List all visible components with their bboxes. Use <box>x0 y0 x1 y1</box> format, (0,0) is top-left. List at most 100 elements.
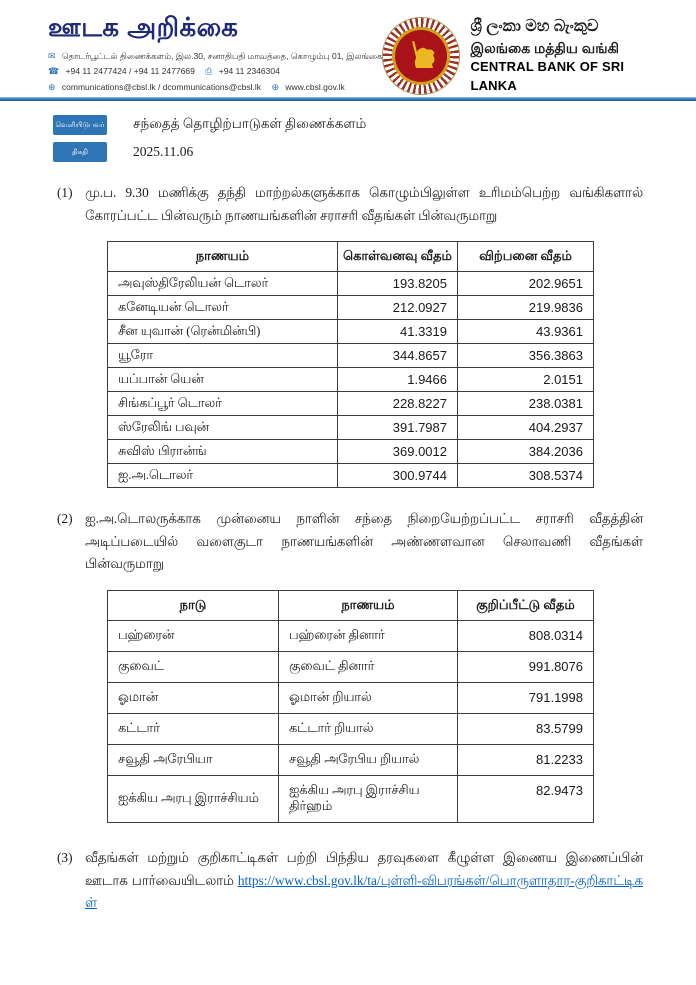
table-cell: ஐக்கிய அரபு இராச்சியம் <box>107 774 279 823</box>
contact-emails: communications@cbsl.lk / dcommunications… <box>61 82 262 93</box>
table-cell: குவைட் தினார் <box>278 650 458 683</box>
table-row: பஹ்ரைன் பஹ்ரைன் தினார் 808.0314 <box>107 619 594 652</box>
table-cell: ஓமான் <box>107 681 279 714</box>
table-row: சிங்கப்பூர் டொலர் 228.8227 238.0381 <box>107 391 594 417</box>
paragraph-1-number: (1) <box>57 185 73 200</box>
table-cell: 238.0381 <box>457 391 594 417</box>
table-cell: 369.0012 <box>337 439 458 465</box>
column-header: குறிப்பீட்டு வீதம் <box>457 589 594 621</box>
buy-sell-rates-table: நாணயம் கொள்வனவு வீதம் விற்பனை வீதம் அவுஸ்தி… <box>107 241 594 489</box>
table-cell: ஓமான் றியால் <box>278 681 458 714</box>
table-cell: 212.0927 <box>337 295 458 321</box>
column-header: நாடு <box>107 589 279 621</box>
bank-name-sinhala: ශ්‍රී ලංකා මහ බැංකුව <box>470 18 599 35</box>
table-row: குவைட் குவைட் தினார் 991.8076 <box>107 650 594 683</box>
table-cell: யப்பான் யென் <box>107 367 338 393</box>
table-row: சுவிஸ் பிரான்ங் 369.0012 384.2036 <box>107 439 594 465</box>
paragraph-3: (3) வீதங்கள் மற்றும் குறிகாட்டிகள் பற்றி… <box>57 847 643 915</box>
lion-icon <box>412 40 435 68</box>
paragraph-3-text: வீதங்கள் மற்றும் குறிகாட்டிகள் பற்றி பிந… <box>85 847 643 915</box>
table-row: ஓமான் ஓமான் றியால் 791.1998 <box>107 681 594 714</box>
table-row: ஸ்ரேலிங் பவுன் 391.7987 404.2937 <box>107 415 594 441</box>
bank-name-tamil: இலங்கை மத்திய வங்கி <box>470 40 619 57</box>
table-row: ஐ.அ.டொலர் 300.9744 308.5374 <box>107 463 594 489</box>
cbsl-emblem <box>382 16 461 95</box>
table-cell: 81.2233 <box>457 743 594 776</box>
envelope-icon: ✉ <box>48 50 56 61</box>
table-cell: 808.0314 <box>457 619 594 652</box>
statistics-link[interactable]: https://www.cbsl.gov.lk/ta/புள்ளி-விபரங்… <box>85 872 643 911</box>
table-cell: பஹ்ரைன் <box>107 619 279 652</box>
table-cell: 228.8227 <box>337 391 458 417</box>
table-cell: 391.7987 <box>337 415 458 441</box>
table-cell: 41.3319 <box>337 319 458 345</box>
table-cell: கட்டார் <box>107 712 279 745</box>
table-cell: 404.2937 <box>457 415 594 441</box>
phone-icon: ☎ <box>48 66 60 77</box>
media-release-logotype: ஊடக அறிக்கை <box>48 12 239 42</box>
paragraph-2-text: ஐ.அ.டொலருக்காக முன்னைய நாளின் சந்தை நிறை… <box>85 511 643 572</box>
table-cell: 1.9466 <box>337 367 458 393</box>
contact-phone-line: ☎ +94 11 2477424 / +94 11 2477669 ⎙ +94 … <box>48 64 382 80</box>
table-cell: 356.3863 <box>457 343 594 369</box>
table-cell: கனேடியன் டொலர் <box>107 295 338 321</box>
table-cell: 43.9361 <box>457 319 594 345</box>
table-cell: 991.8076 <box>457 650 594 683</box>
table-cell: சவூதி அரேபியா <box>107 743 279 776</box>
date-badge: திகதி <box>53 142 107 162</box>
website-globe-icon: ⊕ <box>271 82 279 93</box>
issuer-value: சந்தைத் தொழிற்பாடுகள் திணைக்களம் <box>133 116 367 131</box>
table-cell: 344.8657 <box>337 343 458 369</box>
table-cell: 83.5799 <box>457 712 594 745</box>
table-cell: சுவிஸ் பிரான்ங் <box>107 439 338 465</box>
contact-address-line: ✉ தொடர்பூட்டல் திணைக்களம், இல.30, சனாதிப… <box>48 49 382 65</box>
table-cell: ஐக்கிய அரபு இராச்சிய திர்ஹம் <box>278 774 458 823</box>
gulf-rates-table: நாடு நாணயம் குறிப்பீட்டு வீதம் பஹ்ரைன் பஹ்ரை… <box>107 589 594 823</box>
table-cell: ஸ்ரேலிங் பவுன் <box>107 415 338 441</box>
table-cell: 193.8205 <box>337 271 458 297</box>
meta-block: வெளியிடுபவர் சந்தைத் தொழிற்பாடுகள் திணைக… <box>53 115 696 162</box>
table-header-row: நாடு நாணயம் குறிப்பீட்டு வீதம் <box>107 589 594 621</box>
table-cell: 219.9836 <box>457 295 594 321</box>
paragraph-3-lead: வீதங்கள் மற்றும் குறிகாட்டிகள் பற்றி பிந… <box>85 849 643 888</box>
table-cell: கட்டார் றியால் <box>278 712 458 745</box>
contact-block: ✉ தொடர்பூட்டல் திணைக்களம், இல.30, சனாதிப… <box>48 49 382 96</box>
table-cell: 384.2036 <box>457 439 594 465</box>
letterhead-left: ஊடக அறிக்கை ✉ தொடர்பூட்டல் திணைக்களம், இ… <box>48 13 382 96</box>
table-cell: சீன யுவான் (ரென்மின்பி) <box>107 319 338 345</box>
table-cell: யூரோ <box>107 343 338 369</box>
table-row: கட்டார் கட்டார் றியால் 83.5799 <box>107 712 594 745</box>
table-row: யப்பான் யென் 1.9466 2.0151 <box>107 367 594 393</box>
issuer-row: வெளியிடுபவர் சந்தைத் தொழிற்பாடுகள் திணைக… <box>53 115 696 135</box>
table-row: யூரோ 344.8657 356.3863 <box>107 343 594 369</box>
table-row: ஐக்கிய அரபு இராச்சியம் ஐக்கிய அரபு இராச்ச… <box>107 774 594 823</box>
bank-name-block: ශ්‍රී ලංකා මහ බැංකුව இலங்கை மத்திய வங்கி… <box>470 15 662 96</box>
email-globe-icon: ⊕ <box>48 82 56 93</box>
table-row: அவுஸ்திரேலியன் டொலர் 193.8205 202.9651 <box>107 271 594 297</box>
fax-icon: ⎙ <box>205 66 213 77</box>
paragraph-1: (1) மு.ப. 9.30 மணிக்கு தந்தி மாற்றல்களுக… <box>57 182 643 227</box>
table-row: சீன யுவான் (ரென்மின்பி) 41.3319 43.9361 <box>107 319 594 345</box>
contact-fax: +94 11 2346304 <box>218 66 280 77</box>
table-cell: பஹ்ரைன் தினார் <box>278 619 458 652</box>
issuer-badge: வெளியிடுபவர் <box>53 115 107 135</box>
table-cell: சிங்கப்பூர் டொலர் <box>107 391 338 417</box>
table-row: கனேடியன் டொலர் 212.0927 219.9836 <box>107 295 594 321</box>
date-row: திகதி 2025.11.06 <box>53 142 696 162</box>
header-divider <box>0 97 696 101</box>
table-cell: 82.9473 <box>457 774 594 823</box>
emblem-red-core <box>395 29 448 82</box>
table-row: சவூதி அரேபியா சவூதி அரேபிய றியால் 81.2233 <box>107 743 594 776</box>
table-cell: 308.5374 <box>457 463 594 489</box>
paragraph-2: (2) ஐ.அ.டொலருக்காக முன்னைய நாளின் சந்தை … <box>57 508 643 576</box>
contact-address: தொடர்பூட்டல் திணைக்களம், இல.30, சனாதிபதி… <box>61 50 383 61</box>
emblem-gold-ring <box>392 26 451 85</box>
date-value: 2025.11.06 <box>133 144 194 159</box>
column-header: கொள்வனவு வீதம் <box>337 241 458 273</box>
table-cell: சவூதி அரேபிய றியால் <box>278 743 458 776</box>
table-cell: 2.0151 <box>457 367 594 393</box>
contact-website: www.cbsl.gov.lk <box>285 82 345 93</box>
letterhead: ஊடக அறிக்கை ✉ தொடர்பூட்டல் திணைக்களம், இ… <box>0 0 696 95</box>
contact-phones: +94 11 2477424 / +94 11 2477669 <box>65 66 195 77</box>
